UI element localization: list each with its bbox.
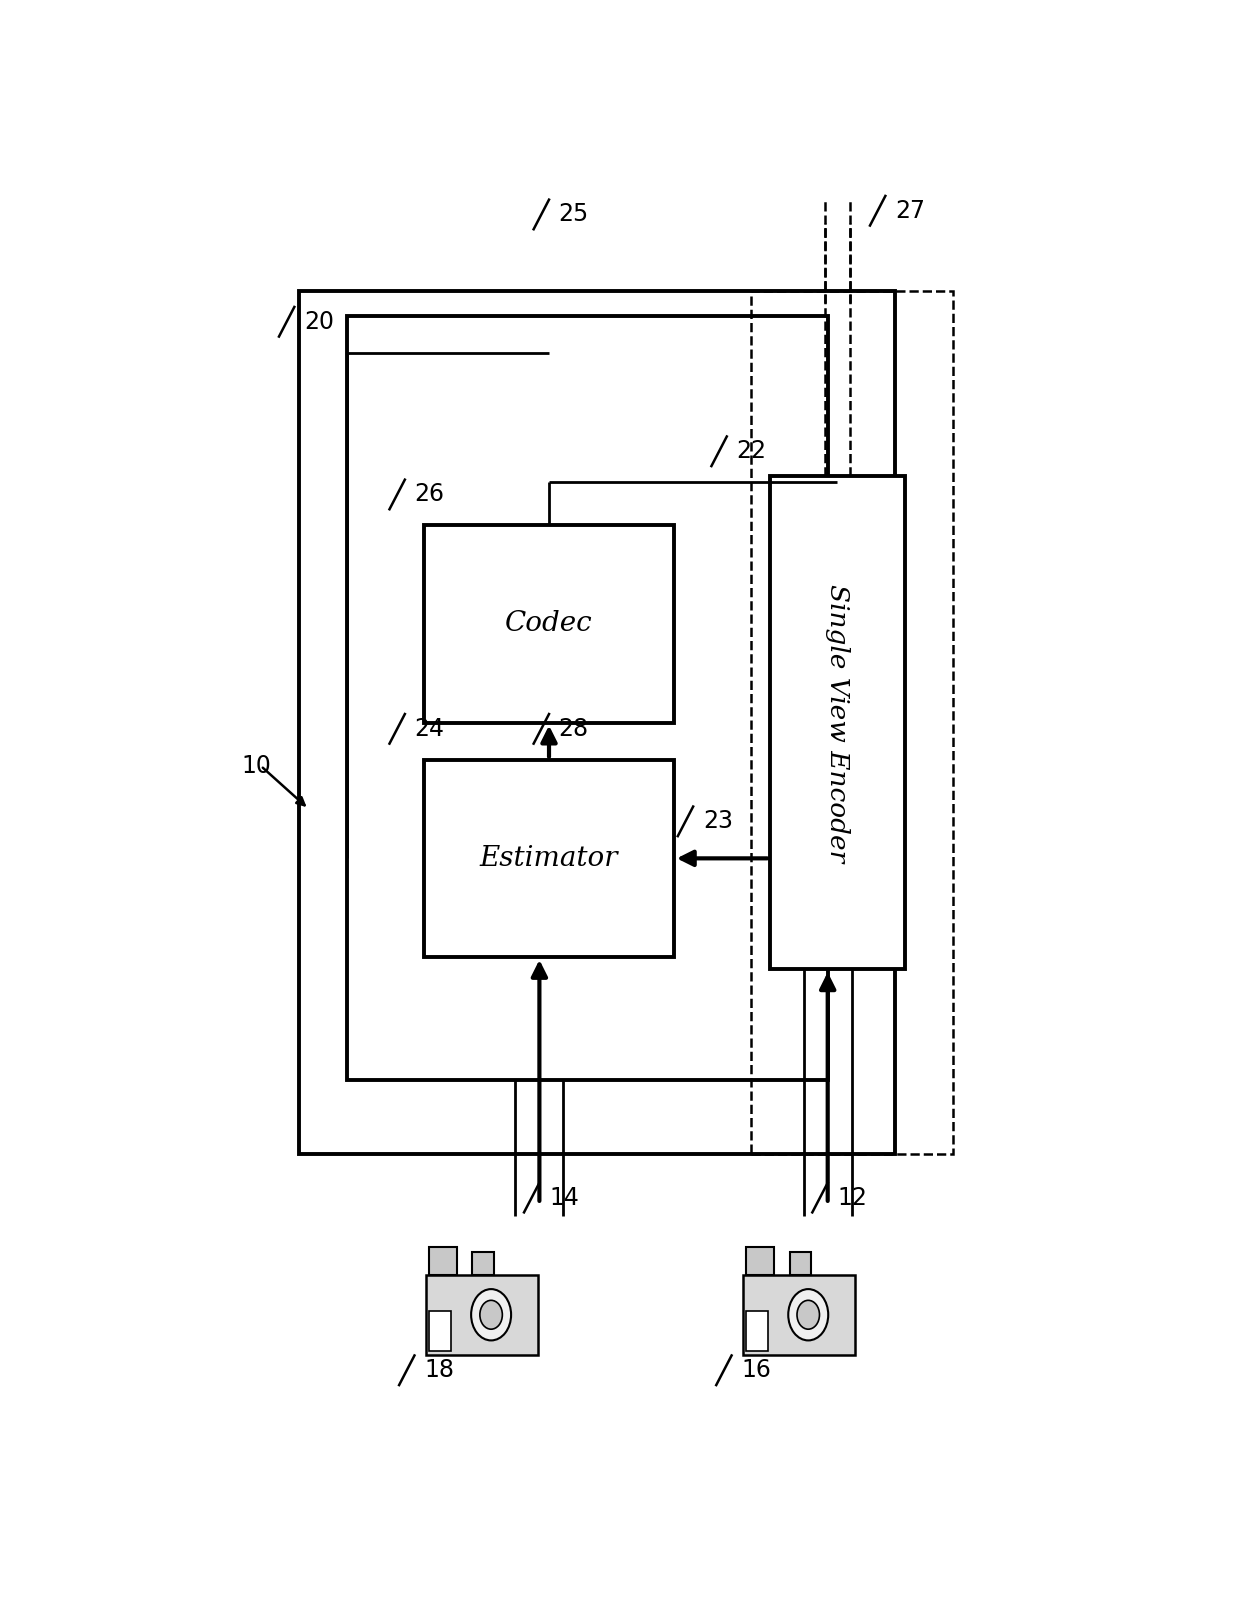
Bar (347, 316, 828, 1080)
Text: 23: 23 (703, 809, 733, 833)
Text: 25: 25 (558, 202, 589, 226)
Text: 10: 10 (242, 755, 272, 779)
Circle shape (471, 1290, 511, 1341)
Circle shape (480, 1301, 502, 1330)
Bar (429, 1246, 456, 1275)
Bar (472, 1253, 495, 1275)
Text: 26: 26 (414, 482, 444, 506)
Bar (299, 292, 895, 1155)
Bar (751, 292, 952, 1155)
Text: 24: 24 (414, 716, 444, 740)
Text: 22: 22 (737, 439, 766, 463)
Text: Single View Encoder: Single View Encoder (825, 583, 849, 862)
Bar (429, 1310, 450, 1350)
Circle shape (789, 1290, 828, 1341)
Bar (424, 759, 675, 956)
Bar (424, 525, 675, 723)
Text: Codec: Codec (505, 610, 593, 638)
Bar (770, 476, 904, 969)
Polygon shape (425, 1275, 538, 1355)
Text: 12: 12 (837, 1185, 867, 1210)
Text: Estimator: Estimator (480, 844, 619, 871)
Circle shape (797, 1301, 820, 1330)
Text: 28: 28 (559, 716, 589, 740)
Bar (745, 1246, 774, 1275)
Text: 27: 27 (895, 199, 925, 223)
Text: 16: 16 (742, 1358, 771, 1383)
Bar (790, 1253, 811, 1275)
Bar (745, 1310, 768, 1350)
Text: 14: 14 (549, 1185, 579, 1210)
Polygon shape (743, 1275, 856, 1355)
Text: 20: 20 (304, 309, 334, 333)
Text: 18: 18 (424, 1358, 454, 1383)
